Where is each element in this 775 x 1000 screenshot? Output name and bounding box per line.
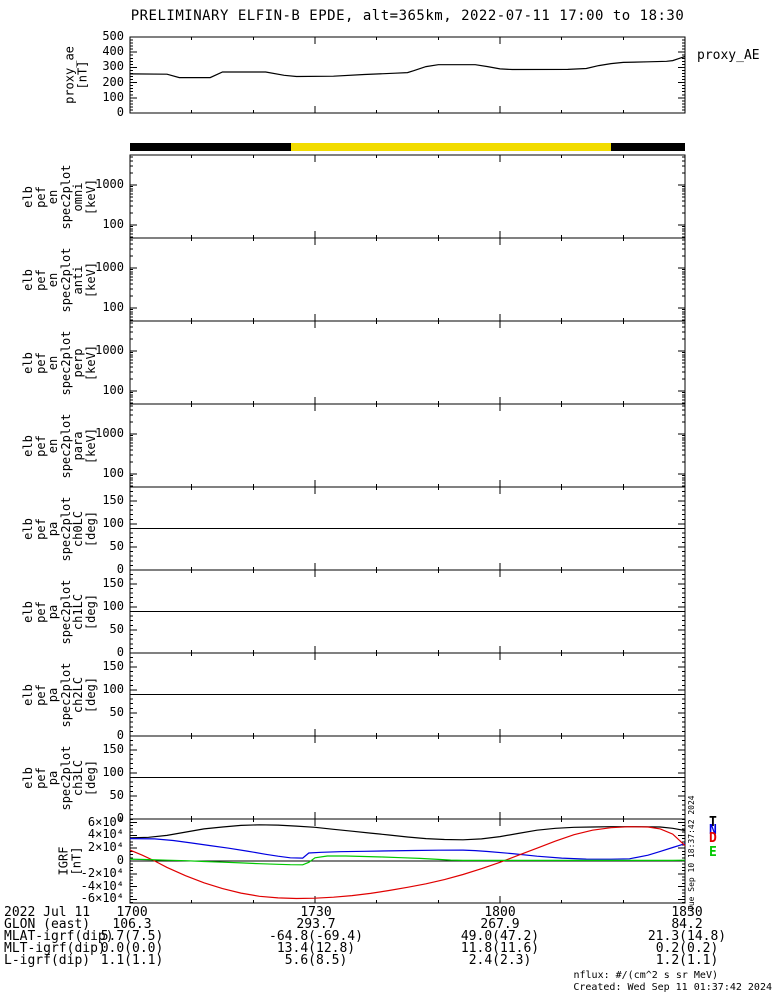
footer-value: 84.2 [671, 917, 703, 932]
footer-value: 0.2(0.2) [655, 941, 719, 956]
y-tick-label: 200 [102, 74, 124, 89]
plot-rect [130, 143, 291, 151]
footer-value: 106.3 [112, 917, 152, 932]
y-tick-label: 2×10⁴ [87, 840, 124, 855]
legend-entry-D: D [709, 831, 717, 846]
y-tick-label: 1000 [95, 259, 124, 274]
panel-ylabel-pa_ch1lc: elb pef pa spec2plot ch1LC [deg] [21, 578, 99, 645]
footer-row-label: MLAT-igrf(dip) [4, 929, 114, 944]
y-tick-label: 100 [102, 598, 124, 613]
created-timestamp: Created: Wed Sep 11 01:37:42 2024 [573, 982, 772, 993]
footer-value: 11.8(11.6) [460, 941, 540, 956]
footer-value: 49.0(47.2) [460, 929, 540, 944]
y-tick-label: 100 [102, 681, 124, 696]
y-tick-label: 0 [116, 853, 124, 867]
y-tick-label: 1000 [95, 342, 124, 357]
plot-rect [129, 237, 686, 322]
y-tick-label: 6×10⁴ [87, 814, 124, 829]
plot-rect [611, 143, 685, 151]
y-tick-label: 100 [102, 382, 124, 397]
footer-value: 5.7(7.5) [100, 929, 164, 944]
panel-ylabel-en_perp: elb pef en spec2plot perp [keV] [21, 329, 99, 396]
footer-row-label: 2022 Jul 11 [4, 905, 91, 920]
footer-value: -64.8(-69.4) [269, 929, 363, 944]
y-tick-label: 100 [102, 465, 124, 480]
y-tick-label: 150 [102, 741, 124, 756]
y-tick-label: 4×10⁴ [87, 827, 124, 842]
y-tick-label: 300 [102, 59, 124, 74]
panel-ylabel-pa_ch2lc: elb pef pa spec2plot ch2LC [deg] [21, 661, 99, 728]
footer-value: 2.4(2.3) [468, 953, 532, 968]
footer-value: 293.7 [296, 917, 336, 932]
nflux-units-note: nflux: #/(cm^2 s sr MeV) [573, 970, 719, 981]
y-tick-label: 400 [102, 44, 124, 59]
y-tick-label: 50 [109, 621, 124, 636]
footer-row-label: GLON (east) [4, 917, 91, 932]
footer-value: 1.2(1.1) [655, 953, 719, 968]
panel-ylabel-igrf: IGRF [nT] [56, 846, 83, 876]
x-tick-label: 1730 [300, 905, 332, 920]
y-tick-label: 150 [102, 658, 124, 673]
footer-value: 13.4(12.8) [276, 941, 356, 956]
y-tick-label: 100 [102, 764, 124, 779]
y-tick-label: 500 [102, 29, 124, 43]
y-tick-label: 100 [102, 216, 124, 231]
plot-rect [129, 320, 686, 405]
y-tick-label: -4×10⁴ [80, 878, 124, 893]
footer-value: 0.0(0.0) [100, 941, 164, 956]
y-tick-label: 50 [109, 787, 124, 802]
panel-ylabel-pa_ch3lc: elb pef pa spec2plot ch3LC [deg] [21, 744, 99, 811]
y-tick-label: 0 [116, 728, 124, 742]
proxy-ae-right-label: proxy_AE [697, 48, 760, 63]
y-tick-label: 1000 [95, 425, 124, 440]
y-tick-label: 100 [102, 299, 124, 314]
y-tick-label: 0 [116, 105, 124, 119]
footer-row-label: MLT-igrf(dip) [4, 941, 106, 956]
panel-ylabel-en_anti: elb pef en spec2plot anti [keV] [21, 246, 99, 313]
footer-value: 1.1(1.1) [100, 953, 164, 968]
x-tick-label: 1830 [671, 905, 703, 920]
x-tick-label: 1700 [116, 905, 148, 920]
y-tick-label: 0 [116, 811, 124, 825]
x-tick-label: 1800 [484, 905, 516, 920]
data-series [129, 855, 686, 866]
footer-value: 5.6(8.5) [284, 953, 348, 968]
data-series [129, 826, 686, 900]
panel-ylabel-proxy_ae: proxy_ae [nT] [62, 46, 89, 104]
y-tick-label: 0 [116, 562, 124, 576]
plot-rect [290, 143, 612, 151]
data-series [129, 838, 686, 860]
panel-ylabel-en_omni: elb pef en spec2plot omni [keV] [21, 163, 99, 230]
y-tick-label: 150 [102, 575, 124, 590]
y-tick-label: 150 [102, 492, 124, 507]
legend-entry-N: N [709, 823, 717, 838]
y-tick-label: 0 [116, 645, 124, 659]
panel-ylabel-en_para: elb pef en spec2plot para [keV] [21, 412, 99, 479]
footer-row-label: L-igrf(dip) [4, 953, 91, 968]
y-tick-label: -6×10⁴ [80, 891, 124, 906]
y-tick-label: -2×10⁴ [80, 865, 124, 880]
data-series [129, 55, 686, 79]
y-tick-label: 1000 [95, 176, 124, 191]
data-series [129, 824, 686, 841]
footer-value: 267.9 [480, 917, 520, 932]
legend-entry-E: E [709, 845, 717, 860]
plot-rect [129, 36, 686, 114]
y-tick-label: 100 [102, 515, 124, 530]
plot-title: PRELIMINARY ELFIN-B EPDE, alt=365km, 202… [130, 8, 685, 24]
side-timestamp: Tue Sep 10 18:37:42 2024 [686, 795, 696, 911]
panel-ylabel-pa_ch0lc: elb pef pa spec2plot ch0LC [deg] [21, 495, 99, 562]
y-tick-label: 50 [109, 538, 124, 553]
plot-rect [129, 403, 686, 488]
y-tick-label: 50 [109, 704, 124, 719]
footer-value: 21.3(14.8) [647, 929, 727, 944]
y-tick-label: 100 [102, 89, 124, 104]
plot-rect [129, 154, 686, 239]
legend-entry-T: T [709, 815, 717, 830]
